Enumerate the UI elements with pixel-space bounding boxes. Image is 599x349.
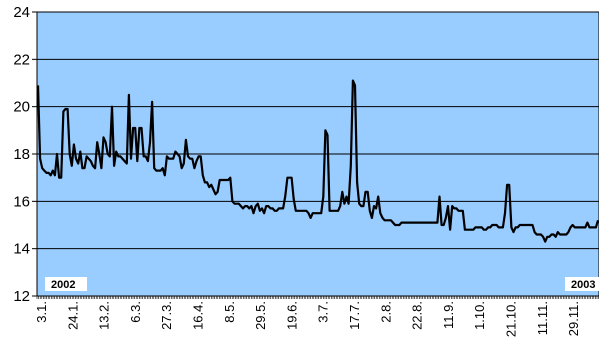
y-tick-label: 22 xyxy=(13,51,30,68)
y-tick-label: 12 xyxy=(13,288,30,305)
y-tick-label: 14 xyxy=(13,241,30,258)
year-label-box xyxy=(45,277,87,291)
x-tick-label: 2.8. xyxy=(378,301,393,323)
x-tick-label: 11.9. xyxy=(441,301,456,329)
x-tick-label: 8.5. xyxy=(222,301,237,323)
x-tick-label: 11.11. xyxy=(535,301,550,335)
y-tick-label: 24 xyxy=(13,4,30,21)
x-tick-label: 1.10. xyxy=(472,301,487,330)
x-tick-label: 3.1. xyxy=(34,301,49,323)
y-tick-label: 18 xyxy=(13,146,30,163)
year-labels: 2002 2003 xyxy=(45,277,599,291)
y-axis: 12 14 16 18 20 22 24 xyxy=(13,4,37,305)
x-tick-label: 3.7. xyxy=(316,301,331,323)
x-tick-label: 16.4. xyxy=(191,301,206,330)
year-label-box xyxy=(565,277,599,291)
x-tick-label: 21.10. xyxy=(504,301,519,337)
year-label: 2003 xyxy=(571,279,595,291)
x-tick-label: 29.11. xyxy=(566,301,581,336)
x-tick-label: 6.3. xyxy=(128,301,143,323)
series-line xyxy=(36,79,599,243)
y-tick-label: 20 xyxy=(13,99,30,116)
x-tick-label: 24.1. xyxy=(65,301,80,330)
x-tick-label: 17.7. xyxy=(347,301,362,330)
x-axis: 3.1. 24.1. 13.2. 6.3. 27.3. 16.4. 8.5. 29.5. 19.… xyxy=(34,301,599,337)
x-minor-ticks xyxy=(36,296,599,299)
x-tick-label: 19.6. xyxy=(284,301,299,330)
x-tick-label: 29.5. xyxy=(253,301,268,330)
year-label: 2002 xyxy=(51,279,75,291)
y-tick-label: 16 xyxy=(13,193,30,210)
x-tick-label: 13.2. xyxy=(97,301,112,330)
x-tick-label: 27.3. xyxy=(159,301,174,330)
x-tick-label: 22.8. xyxy=(410,301,425,330)
x-tick-label: 20.12. xyxy=(597,301,599,337)
